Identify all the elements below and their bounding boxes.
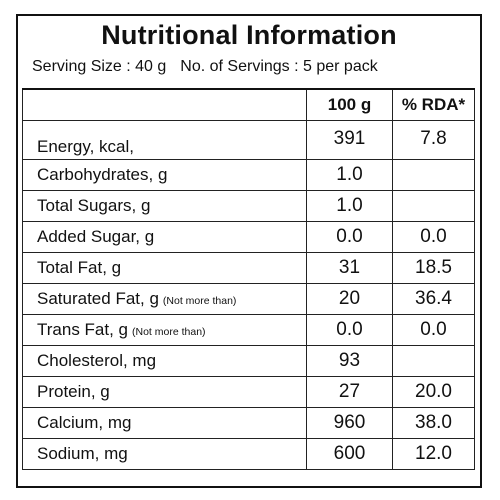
nutrient-note: (Not more than) [162, 295, 237, 307]
table-row: Cholesterol, mg 93 [22, 345, 475, 377]
nutrient-rows: Energy, kcal, 391 7.8 Carbohydrates, g 1.0 To… [22, 120, 475, 470]
nutrient-name-cell: Total Fat, g [22, 252, 307, 284]
nutrition-table: 100 g % RDA* Energy, kcal, 391 7.8 Carbohyd… [22, 88, 475, 470]
nutrient-name: Protein, g [37, 382, 110, 401]
per-100g-value: 1.0 [306, 159, 393, 191]
nutrient-name-cell: Calcium, mg [22, 407, 307, 439]
rda-value: 0.0 [392, 314, 475, 346]
header-rda: % RDA* [392, 88, 475, 121]
nutrient-name: Total Fat, g [37, 258, 122, 277]
nutrient-name-cell: Cholesterol, mg [22, 345, 307, 377]
per-100g-value: 1.0 [306, 190, 393, 222]
nutrient-name: Sodium, mg [37, 444, 128, 463]
table-row: Total Sugars, g 1.0 [22, 190, 475, 222]
nutrient-name-cell: Protein, g [22, 376, 307, 408]
per-100g-value: 960 [306, 407, 393, 439]
nutrient-name-cell: Added Sugar, g [22, 221, 307, 253]
rda-value [392, 159, 475, 191]
rda-value [392, 190, 475, 222]
rda-value: 12.0 [392, 438, 475, 470]
table-row: Sodium, mg 600 12.0 [22, 438, 475, 470]
table-row: Added Sugar, g 0.0 0.0 [22, 221, 475, 253]
per-100g-value: 31 [306, 252, 393, 284]
header-nutrient-cell [22, 88, 307, 121]
rda-value: 7.8 [392, 120, 475, 160]
nutrient-name-cell: Energy, kcal, [22, 120, 307, 160]
nutrient-name-cell: Carbohydrates, g [22, 159, 307, 191]
nutrient-name: Carbohydrates, g [37, 165, 168, 184]
table-row: Carbohydrates, g 1.0 [22, 159, 475, 191]
servings-count: No. of Servings : 5 per pack [180, 58, 378, 75]
nutrient-name: Added Sugar, g [37, 227, 155, 246]
per-100g-value: 600 [306, 438, 393, 470]
per-100g-value: 20 [306, 283, 393, 315]
per-100g-value: 391 [306, 120, 393, 160]
nutrient-name: Total Sugars, g [37, 196, 151, 215]
table-row: Saturated Fat, g (Not more than) 20 36.4 [22, 283, 475, 315]
nutrient-name: Calcium, mg [37, 413, 132, 432]
per-100g-value: 0.0 [306, 221, 393, 253]
nutrient-name: Trans Fat, g [37, 320, 129, 339]
table-header-row: 100 g % RDA* [22, 88, 475, 121]
rda-value: 0.0 [392, 221, 475, 253]
nutrient-name-cell: Saturated Fat, g (Not more than) [22, 283, 307, 315]
serving-info: Serving Size : 40 g No. of Servings : 5 p… [32, 58, 378, 76]
table-row: Total Fat, g 31 18.5 [22, 252, 475, 284]
per-100g-value: 27 [306, 376, 393, 408]
rda-value: 36.4 [392, 283, 475, 315]
label-title: Nutritional Information [101, 20, 397, 50]
nutrient-name-cell: Sodium, mg [22, 438, 307, 470]
table-row: Calcium, mg 960 38.0 [22, 407, 475, 439]
serving-size: Serving Size : 40 g [32, 58, 167, 75]
per-100g-value: 93 [306, 345, 393, 377]
rda-value: 18.5 [392, 252, 475, 284]
nutrient-name-cell: Trans Fat, g (Not more than) [22, 314, 307, 346]
nutrition-label: Nutritional Information Serving Size : 4… [16, 14, 482, 488]
nutrient-name: Cholesterol, mg [37, 351, 157, 370]
table-row: Protein, g 27 20.0 [22, 376, 475, 408]
nutrient-name: Energy, kcal, [37, 137, 135, 156]
table-row: Energy, kcal, 391 7.8 [22, 120, 475, 160]
header-per-100g: 100 g [306, 88, 393, 121]
per-100g-value: 0.0 [306, 314, 393, 346]
rda-value: 20.0 [392, 376, 475, 408]
rda-value [392, 345, 475, 377]
table-row: Trans Fat, g (Not more than) 0.0 0.0 [22, 314, 475, 346]
nutrient-name-cell: Total Sugars, g [22, 190, 307, 222]
rda-value: 38.0 [392, 407, 475, 439]
nutrient-note: (Not more than) [132, 326, 206, 338]
nutrient-name: Saturated Fat, g [37, 289, 159, 308]
